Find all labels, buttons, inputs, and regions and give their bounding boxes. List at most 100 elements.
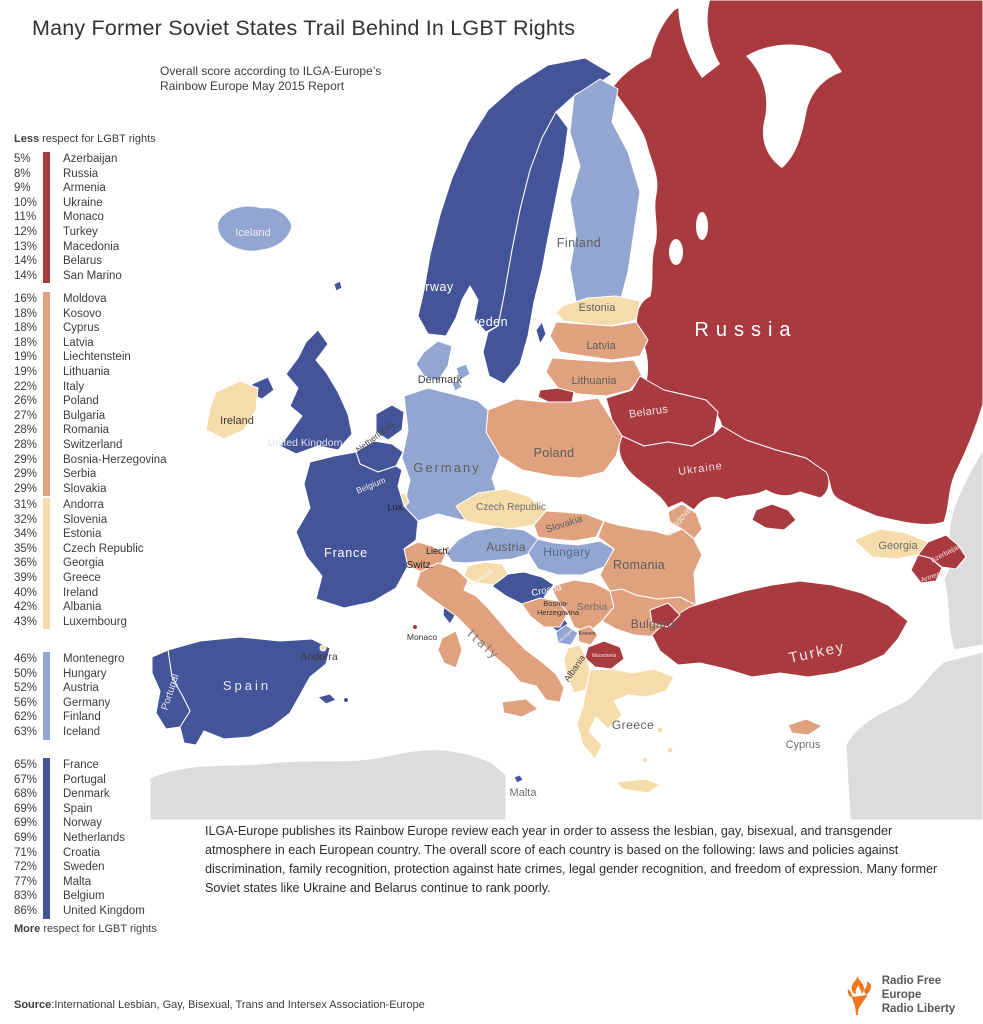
country-france [295,451,419,609]
legend-top-label: Less respect for LGBT rights [14,133,156,145]
country-turkey [651,580,909,678]
country-iceland [217,205,293,252]
map-label-estonia: Estonia [579,302,617,314]
country-greece [576,668,675,760]
country-estonia [555,295,641,327]
country-denmark [415,340,453,382]
legend-color-bar [43,292,50,497]
legend-color-bar [43,652,50,740]
source-line: Source:International Lesbian, Gay, Bisex… [14,999,425,1011]
subtitle: Overall score according to ILGA-Europe’s… [160,64,381,94]
map-label-bulgaria: Bulgaria [631,617,677,631]
legend-group-1: 5% 8% 9% 10% 11% 12% 13% 14% 14% Azerbaij… [14,152,122,284]
map-label-denmark: Denmark [418,374,463,386]
map-label-switz-: Switz. [407,560,434,571]
country-montenegro [555,624,579,646]
map-label-germany: Germany [413,460,480,475]
legend-group-percentages: 5% 8% 9% 10% 11% 12% 13% 14% 14% [14,153,38,282]
source-text: :International Lesbian, Gay, Bisexual, T… [51,999,425,1011]
lake-ladoga [669,239,683,265]
legend-group-2: 16% 18% 18% 18% 19% 19% 22% 26% 27% 28% … [14,292,167,497]
country-italy [415,562,565,703]
legend-bottom-label-rest: respect for LGBT rights [40,923,157,935]
legend-group-countries: France Portugal Denmark Spain Norway Net… [63,759,145,917]
legend-top-label-bold: Less [14,133,40,145]
country-andorra [319,644,327,652]
island-aegean-3 [642,757,648,763]
map-label-liech-: Liech. [426,546,450,556]
legend-bottom-label-bold: More [14,923,41,935]
map-label-poland: Poland [534,446,575,460]
rferl-logo: Radio Free Europe Radio Liberty [845,974,983,1016]
island-aegean-1 [656,726,664,734]
map-label-iceland: Iceland [235,227,270,239]
country-finland [569,78,641,311]
map-label-monaco: Monaco [407,632,438,642]
country-serbia [551,579,615,634]
map-label-lithuania: Lithuania [572,375,618,387]
map-label-spain: Spain [223,678,271,693]
white-sea [678,0,720,78]
logo-line2: Radio Liberty [881,1003,956,1015]
island-sardinia [437,630,463,669]
legend-group-countries: Moldova Kosovo Cyprus Latvia Liechtenste… [63,293,167,495]
map-label-andorra: Andorra [300,651,338,663]
country-monaco [412,624,418,630]
country-netherlands [375,404,405,441]
logo-text: Radio Free Europe Radio Liberty [882,974,983,1016]
map-label-sweden: Sweden [460,315,508,329]
legend-group-countries: Andorra Slovenia Estonia Czech Republic … [63,499,144,628]
country-cyprus [787,718,823,736]
map-label-austria: Austria [486,540,525,554]
map-label-norway: Norway [408,280,454,294]
region-thrace [649,602,681,628]
map-label-herzegovina: Herzegovina [537,608,580,617]
map-label-france: France [324,546,368,560]
map-label-cyprus: Cyprus [786,739,821,751]
map-label-czech-republic: Czech Republic [476,502,546,513]
map-label-bosnia-: Bosnia- [543,599,569,608]
country-bosnia [521,597,569,628]
map-label-ireland: Ireland [220,415,254,427]
torch-icon [847,975,872,1015]
legend-bottom-label: More respect for LGBT rights [14,923,157,935]
map-label-finland: Finland [557,236,602,250]
logo-line1: Radio Free Europe [881,975,942,1001]
map-label-greece: Greece [612,718,654,732]
country-armenia [910,554,943,584]
country-kosovo [577,625,599,646]
map-label-united-kingdom: United Kingdom [268,437,343,449]
source-label: Source [14,999,52,1011]
map-label-russia: Russia [694,319,797,341]
region-crimea [751,503,797,531]
country-lithuania [545,357,643,397]
map-label-lux-: Lux. [387,502,404,512]
page-title: Many Former Soviet States Trail Behind I… [32,16,576,40]
map-label-malta: Malta [510,787,538,799]
legend-group-percentages: 31% 32% 34% 35% 36% 39% 40% 42% 43% [14,499,38,628]
map-label-serbia: Serbia [577,601,608,613]
region-north-africa [149,749,507,821]
map-label-macedonia: Macedonia [592,653,617,659]
subtitle-line1: Overall score according to ILGA-Europe’s [160,64,382,78]
island-denmark-1 [455,363,471,381]
legend-group-5: 65% 67% 68% 69% 69% 69% 71% 72% 77% 83% … [14,758,145,919]
map-label-hungary: Hungary [543,545,590,559]
legend-group-countries: Montenegro Hungary Austria Germany Finla… [63,653,125,738]
legend-group-countries: Azerbaijan Russia Armenia Ukraine Monaco… [63,153,122,282]
island-balearic-1 [317,693,337,705]
country-sweden [482,111,569,385]
legend-group-percentages: 46% 50% 52% 56% 62% 63% [14,653,38,738]
legend-group-3: 31% 32% 34% 35% 36% 39% 40% 42% 43% Andor… [14,498,144,630]
country-ireland [205,380,259,440]
region-kaliningrad [537,387,575,404]
map-label-georgia: Georgia [878,540,918,552]
island-denmark-2 [451,379,463,392]
legend-group-percentages: 65% 67% 68% 69% 69% 69% 71% 72% 77% 83% … [14,759,38,917]
white-sea-bay [746,44,842,168]
country-slovenia [463,561,509,586]
legend-color-bar [43,758,50,919]
island-crete [615,778,661,794]
